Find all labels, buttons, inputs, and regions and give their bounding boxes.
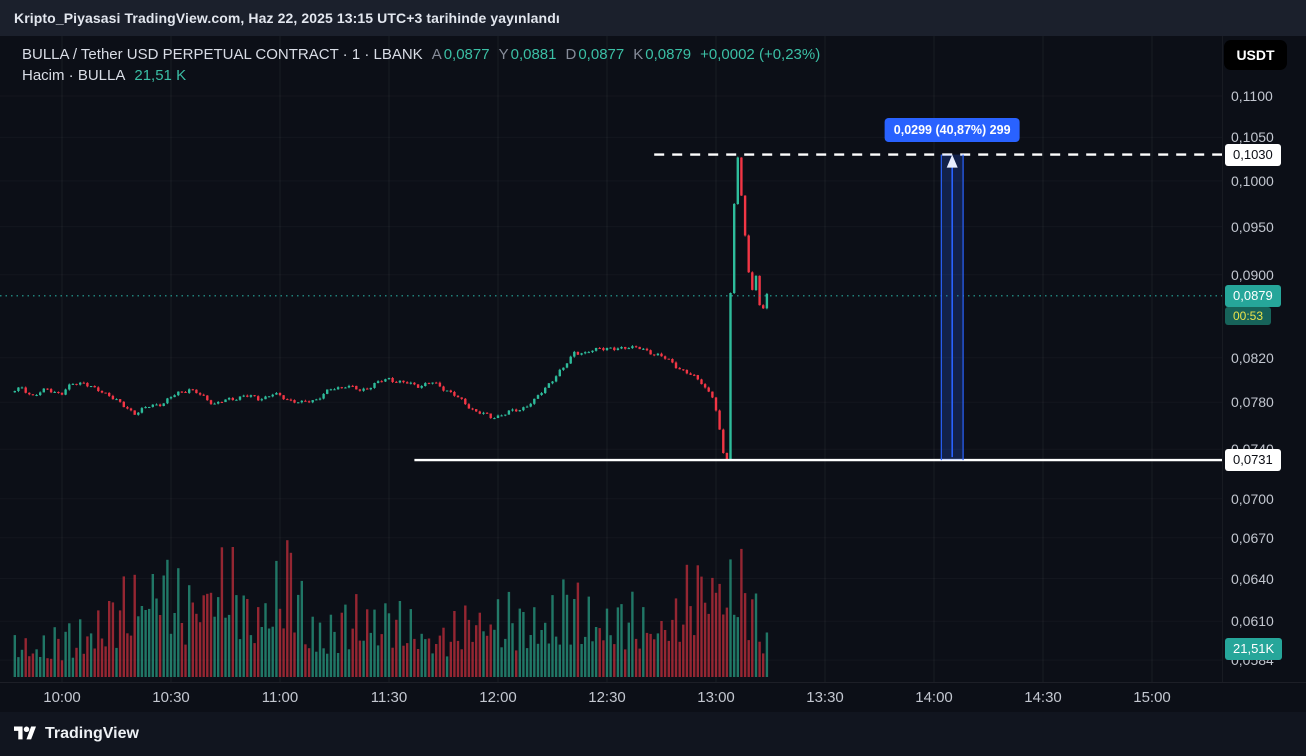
measurement-label[interactable]: 0,0299 (40,87%) 299 [884, 117, 1020, 142]
volume-axis-label: 21,51K [1225, 638, 1283, 660]
symbol-title[interactable]: BULLA / Tether USD PERPETUAL CONTRACT · … [22, 46, 423, 63]
time-tick-label: 14:30 [1024, 689, 1062, 706]
currency-unit-button[interactable]: USDT [1224, 40, 1287, 70]
high-line-price-label: 0,1030 [1225, 143, 1281, 166]
ohlc-field-value: 0,0877 [443, 46, 490, 63]
ohlc-field-letter: Y [498, 46, 509, 63]
price-tick-label: 0,0780 [1231, 394, 1274, 411]
price-tick-label: 0,0610 [1231, 613, 1274, 630]
chart-region: BULLA / Tether USD PERPETUAL CONTRACT · … [0, 36, 1306, 682]
price-tick-label: 0,1050 [1231, 129, 1274, 146]
price-tick-label: 0,0670 [1231, 529, 1274, 546]
time-tick-label: 12:00 [479, 689, 517, 706]
price-axis[interactable]: 0,1100 0,1050 0,1000 0,0950 0,0900 0,0820 0,07… [1222, 36, 1306, 682]
ohlc-field-value: 0,0879 [645, 46, 692, 63]
footer: TradingView [0, 712, 1306, 756]
price-tick-label: 0,0900 [1231, 266, 1274, 283]
chart-legend: BULLA / Tether USD PERPETUAL CONTRACT · … [22, 44, 820, 86]
volume-study-label[interactable]: Hacim · BULLA [22, 67, 126, 84]
low-line-price-label: 0,0731 [1225, 449, 1281, 472]
price-tick-label: 0,0640 [1231, 570, 1274, 587]
ohlc-field-letter: D [565, 46, 577, 63]
price-tick-label: 0,0820 [1231, 349, 1274, 366]
time-tick-label: 13:30 [806, 689, 844, 706]
publish-bar: Kripto_Piyasasi TradingView.com, Haz 22,… [0, 0, 1306, 36]
volume-histogram [13, 540, 769, 677]
ohlc-field-value: 0,0881 [510, 46, 557, 63]
price-tick-label: 0,1100 [1231, 88, 1273, 104]
horizontal-level-lines [0, 153, 1222, 462]
legend-volume-row: Hacim · BULLA 21,51 K [22, 65, 820, 86]
volume-study-value: 21,51 K [134, 67, 187, 84]
legend-symbol-row: BULLA / Tether USD PERPETUAL CONTRACT · … [22, 44, 820, 65]
time-tick-label: 10:00 [43, 689, 81, 706]
tradingview-brand-link[interactable]: TradingView [45, 725, 139, 742]
time-tick-label: 12:30 [588, 689, 626, 706]
price-chart-canvas[interactable] [0, 36, 1306, 682]
time-tick-label: 15:00 [1133, 689, 1171, 706]
price-tick-label: 0,0700 [1231, 490, 1274, 507]
price-change: +0,0002 (+0,23%) [700, 46, 821, 63]
time-tick-label: 10:30 [152, 689, 190, 706]
tradingview-logo-icon[interactable] [14, 725, 36, 744]
publish-link[interactable]: Kripto_Piyasasi TradingView.com, Haz 22,… [14, 10, 560, 26]
time-tick-label: 11:00 [261, 689, 299, 706]
candlestick-series [13, 156, 769, 461]
price-tick-label: 0,0950 [1231, 218, 1274, 235]
time-axis[interactable]: 10:00 10:30 11:00 11:30 12:00 12:30 13:00 13:30… [0, 682, 1306, 712]
time-tick-label: 11:30 [370, 689, 408, 706]
time-tick-label: 14:00 [915, 689, 953, 706]
price-tick-label: 0,1000 [1231, 172, 1274, 189]
price-range-measurement-tool[interactable] [940, 154, 964, 461]
time-tick-label: 13:00 [697, 689, 735, 706]
ohlc-field-value: 0,0877 [578, 46, 625, 63]
grid-lines [61, 36, 1153, 682]
ohlc-field-letter: K [633, 46, 644, 63]
ohlc-field-letter: A [431, 46, 442, 63]
last-price-label: 0,0879 [1225, 284, 1281, 307]
ohlc-values: A 0,0877 Y 0,0881 D 0,0877 K 0,0879 [423, 46, 691, 63]
bar-countdown-label: 00:53 [1225, 306, 1272, 325]
